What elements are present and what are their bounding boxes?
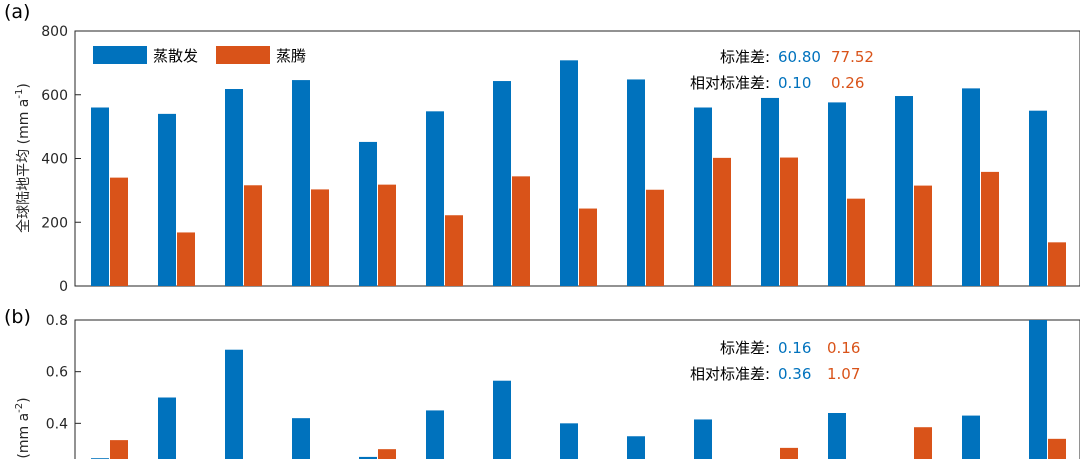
bar-trans-5 [378, 184, 396, 286]
bar-trans-11 [780, 157, 798, 286]
stat-a-std-trans: 77.52 [831, 48, 874, 66]
bar-evap-6 [426, 410, 444, 459]
ytick-label: 0.8 [46, 313, 68, 329]
bar-evap-9 [627, 79, 645, 286]
bar-evap-2 [158, 113, 176, 286]
bar-trans-5 [378, 449, 396, 459]
stat-b-std-evap: 0.16 [778, 339, 811, 357]
stat-a-rsd-evap: 0.10 [778, 74, 811, 92]
panel-b-bars [91, 320, 1066, 459]
panel-b-axes-box [74, 319, 1080, 459]
stat-b-rsd-trans: 1.07 [827, 365, 860, 383]
stat-a-std-evap: 60.80 [778, 48, 821, 66]
panel-a-bars [91, 60, 1066, 287]
bar-evap-6 [426, 111, 444, 286]
bar-evap-4 [292, 418, 310, 459]
legend-swatch-evap [93, 46, 147, 64]
bar-trans-8 [579, 208, 597, 286]
ytick-label: 600 [41, 88, 68, 104]
bar-evap-10 [694, 107, 712, 286]
bar-trans-1 [110, 440, 128, 459]
panel-a-label: (a) [4, 1, 30, 23]
bar-evap-5 [359, 141, 377, 286]
bar-trans-1 [110, 177, 128, 286]
stat-b-rsd-label: 相对标准差: [690, 365, 770, 383]
ytick-label: 400 [41, 152, 68, 168]
bar-evap-15 [1029, 320, 1047, 459]
bar-trans-2 [177, 232, 195, 286]
bar-evap-9 [627, 436, 645, 459]
legend-label-trans: 蒸腾 [276, 47, 306, 65]
bar-evap-7 [493, 81, 511, 286]
bar-evap-3 [225, 89, 243, 286]
stat-b-std-label: 标准差: [720, 339, 770, 357]
stat-b-rsd-evap: 0.36 [778, 365, 811, 383]
bar-evap-1 [91, 107, 109, 286]
bar-evap-8 [560, 60, 578, 287]
ytick-label: 0 [59, 279, 68, 295]
bar-evap-15 [1029, 110, 1047, 286]
bar-trans-9 [646, 189, 664, 286]
ytick-label: 0.6 [46, 365, 68, 381]
bar-evap-8 [560, 423, 578, 459]
bar-trans-3 [244, 185, 262, 286]
bar-evap-7 [493, 380, 511, 459]
panel-a: (a) 0 200 400 600 800 全球陆地平均 (mm a-1) 蒸散发 蒸腾… [4, 1, 1080, 295]
bar-evap-2 [158, 397, 176, 459]
bar-trans-7 [512, 176, 530, 286]
bar-evap-5 [359, 456, 377, 459]
ytick-label: 800 [41, 24, 68, 40]
stat-a-rsd-label: 相对标准差: [690, 74, 770, 92]
bar-trans-10 [713, 157, 731, 286]
panel-b-ylabel: (mm a-2) [14, 397, 32, 458]
panel-b-label: (b) [4, 306, 31, 328]
bar-trans-12 [847, 198, 865, 286]
stat-b-std-trans: 0.16 [827, 339, 860, 357]
bar-evap-13 [895, 96, 913, 287]
bar-trans-6 [445, 215, 463, 286]
panel-a-legend: 蒸散发 蒸腾 [93, 46, 306, 65]
bar-trans-13 [914, 185, 932, 286]
bar-trans-15 [1048, 242, 1066, 286]
panel-b: (b) 0.4 0.6 0.8 (mm a-2) 标准差: 0.16 0.16 相对… [4, 306, 1080, 459]
bar-evap-14 [962, 415, 980, 459]
bar-trans-13 [914, 427, 932, 459]
bar-trans-15 [1048, 438, 1066, 459]
ytick-label: 0.4 [46, 416, 68, 432]
bar-evap-3 [225, 349, 243, 459]
bar-trans-11 [780, 447, 798, 459]
panel-a-ylabel: 全球陆地平均 (mm a-1) [14, 83, 32, 233]
panel-b-stats: 标准差: 0.16 0.16 相对标准差: 0.36 1.07 [690, 339, 860, 383]
bar-evap-11 [761, 97, 779, 286]
stat-a-std-label: 标准差: [720, 48, 770, 66]
panel-a-stats: 标准差: 60.80 77.52 相对标准差: 0.10 0.26 [690, 48, 874, 92]
bar-trans-14 [981, 171, 999, 286]
bar-evap-12 [828, 102, 846, 287]
panel-b-yticks: 0.4 0.6 0.8 [46, 313, 81, 432]
stat-a-rsd-trans: 0.26 [831, 74, 864, 92]
bar-evap-10 [694, 419, 712, 459]
bar-trans-4 [311, 189, 329, 286]
panel-a-yticks: 0 200 400 600 800 [41, 24, 81, 295]
ytick-label: 200 [41, 215, 68, 231]
legend-label-evap: 蒸散发 [153, 47, 198, 65]
bar-evap-12 [828, 413, 846, 459]
bar-evap-4 [292, 80, 310, 287]
bar-evap-14 [962, 88, 980, 286]
legend-swatch-trans [216, 46, 270, 64]
